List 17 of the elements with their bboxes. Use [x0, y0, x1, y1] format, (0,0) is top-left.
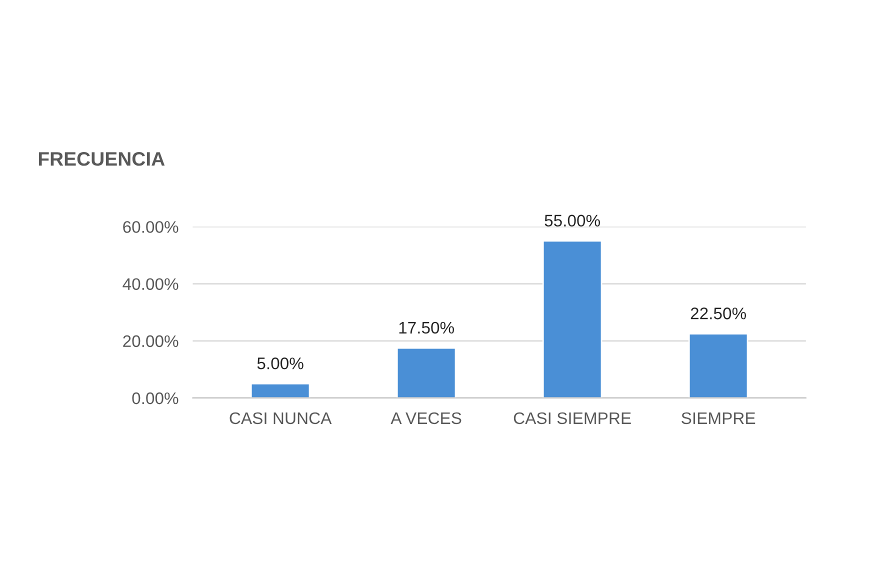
data-label: 22.50% — [690, 308, 746, 320]
y-tick-label: 20.00% — [123, 335, 178, 348]
bar — [250, 383, 310, 398]
y-tick-label: 0.00% — [132, 392, 178, 404]
x-tick-label: SIEMPRE — [682, 412, 756, 424]
bar — [688, 333, 748, 398]
data-label: 17.50% — [399, 322, 454, 334]
bar — [542, 240, 602, 398]
x-tick-label: A VECES — [390, 412, 462, 424]
data-label: 55.00% — [544, 214, 600, 227]
x-tick-label: CASI NUNCA — [230, 412, 332, 424]
y-tick-label: 60.00% — [123, 221, 178, 233]
chart-title: FRECUENCIA — [38, 152, 165, 166]
y-tick-label: 40.00% — [122, 278, 178, 290]
bar — [396, 347, 456, 398]
data-label: 5.00% — [257, 358, 304, 370]
x-tick-label: CASI SIEMPRE — [514, 412, 631, 424]
